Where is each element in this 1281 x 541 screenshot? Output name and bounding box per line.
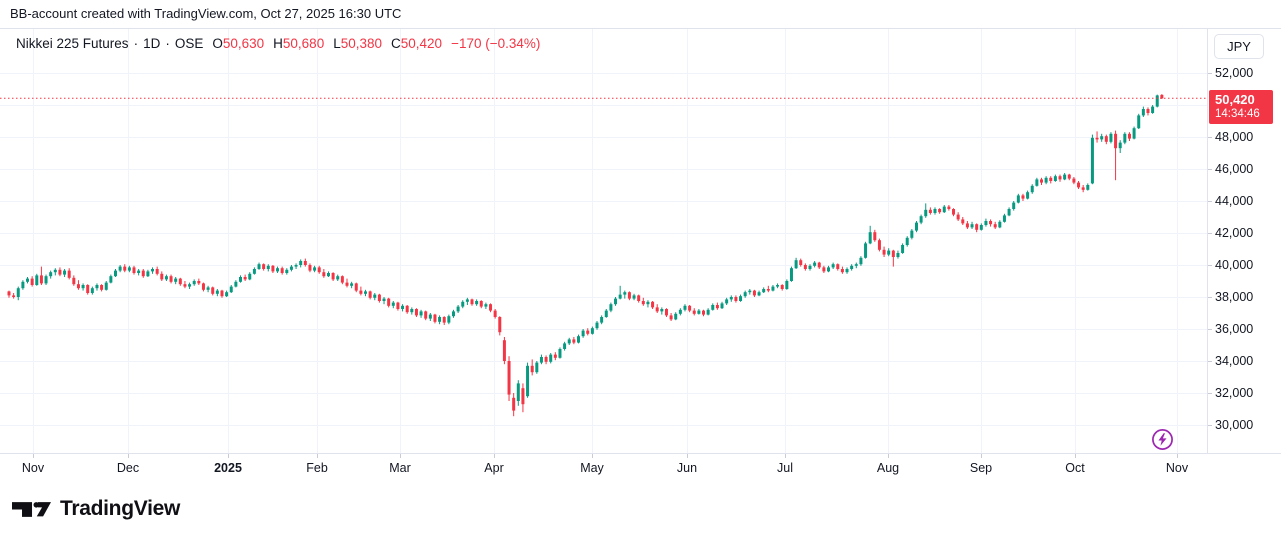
time-axis[interactable]: Nov Dec 2025 Feb Mar Apr May Jun Jul Aug Sep Oct Nov xyxy=(0,453,1281,481)
time-tick-notch xyxy=(888,454,889,458)
ohlc-item: C50,420 xyxy=(391,36,442,51)
ohlc-value: 50,380 xyxy=(340,36,383,51)
price-tick-label: 42,000 xyxy=(1215,226,1254,240)
time-tick-label: Apr xyxy=(484,461,504,475)
ohlc-label: H xyxy=(273,36,283,51)
ohlc-label: L xyxy=(333,36,341,51)
price-tick-label: 48,000 xyxy=(1215,130,1254,144)
time-tick-notch xyxy=(494,454,495,458)
lightning-icon[interactable] xyxy=(1151,428,1174,451)
ohlc-label: O xyxy=(212,36,223,51)
price-tick-notch xyxy=(1208,297,1212,298)
price-tick-notch xyxy=(1208,329,1212,330)
price-tick-notch xyxy=(1208,361,1212,362)
chart-widget: Nikkei 225 Futures · 1D · OSE O50,630 H50,680 L… xyxy=(0,28,1281,481)
time-tick-notch xyxy=(592,454,593,458)
chart-legend: Nikkei 225 Futures · 1D · OSE O50,630 H50,680 L… xyxy=(16,36,540,51)
price-tick-label: 40,000 xyxy=(1215,258,1254,272)
time-tick-label: Nov xyxy=(21,461,45,475)
price-axis[interactable]: JPY 52,000 48,000 46,000 44,000 42,000 40,000… xyxy=(1207,29,1281,481)
ohlc-label: C xyxy=(391,36,401,51)
price-tick-label: 32,000 xyxy=(1215,386,1254,400)
time-tick-notch xyxy=(1075,454,1076,458)
price-tick-notch xyxy=(1208,73,1212,74)
tradingview-logo-mark xyxy=(12,501,51,517)
price-tick-label: 52,000 xyxy=(1215,66,1254,80)
time-tick-label: Jun xyxy=(676,461,698,475)
time-tick-notch xyxy=(317,454,318,458)
ohlc-value: 50,420 xyxy=(400,36,443,51)
price-tick-label: 44,000 xyxy=(1215,194,1254,208)
ohlc-item: O50,630 xyxy=(212,36,264,51)
time-tick-notch xyxy=(687,454,688,458)
price-tick-notch xyxy=(1208,265,1212,266)
price-tick-notch xyxy=(1208,169,1212,170)
price-tick-label: 38,000 xyxy=(1215,290,1254,304)
time-tick-notch xyxy=(228,454,229,458)
ohlc-value: 50,680 xyxy=(282,36,325,51)
time-tick-notch xyxy=(1177,454,1178,458)
price-tick-notch xyxy=(1208,393,1212,394)
ohlc-values: O50,630 H50,680 L50,380 C50,420 xyxy=(203,36,442,51)
time-tick-label: Dec xyxy=(116,461,140,475)
time-tick-label: Sep xyxy=(969,461,993,475)
price-tick-notch xyxy=(1208,425,1212,426)
change-value: −170 (−0.34%) xyxy=(451,36,541,51)
time-tick-label: Mar xyxy=(389,461,411,475)
time-tick-label: 2025 xyxy=(214,461,242,475)
time-tick-label: May xyxy=(580,461,604,475)
price-tick-notch xyxy=(1208,233,1212,234)
time-tick-notch xyxy=(785,454,786,458)
time-tick-label: Feb xyxy=(306,461,328,475)
currency-button[interactable]: JPY xyxy=(1214,34,1264,59)
time-tick-label: Aug xyxy=(876,461,900,475)
time-tick-label: Jul xyxy=(777,461,793,475)
price-tick-label: 34,000 xyxy=(1215,354,1254,368)
attribution-text: BB-account created with TradingView.com,… xyxy=(10,6,402,21)
candlestick-chart[interactable] xyxy=(0,29,1207,453)
footer: TradingView xyxy=(0,480,1281,541)
time-tick-notch xyxy=(400,454,401,458)
tradingview-logo[interactable]: TradingView xyxy=(12,497,180,521)
price-tick-notch xyxy=(1208,137,1212,138)
symbol-title[interactable]: Nikkei 225 Futures xyxy=(16,36,129,51)
interval-label[interactable]: 1D xyxy=(143,36,161,51)
legend-separator: · xyxy=(133,36,139,51)
last-price-badge: 50,420 14:34:46 xyxy=(1209,90,1273,124)
ohlc-item: L50,380 xyxy=(333,36,382,51)
exchange-label: OSE xyxy=(174,36,204,51)
time-tick-notch xyxy=(981,454,982,458)
ohlc-value: 50,630 xyxy=(222,36,265,51)
ohlc-item: H50,680 xyxy=(273,36,324,51)
time-tick-label: Oct xyxy=(1065,461,1085,475)
time-tick-notch xyxy=(128,454,129,458)
price-tick-label: 30,000 xyxy=(1215,418,1254,432)
last-price-time: 14:34:46 xyxy=(1215,108,1260,120)
price-tick-notch xyxy=(1208,201,1212,202)
time-tick-notch xyxy=(33,454,34,458)
last-price: 50,420 xyxy=(1215,92,1255,107)
price-tick-label: 36,000 xyxy=(1215,322,1254,336)
price-tick-label: 46,000 xyxy=(1215,162,1254,176)
time-tick-label: Nov xyxy=(1165,461,1189,475)
tradingview-logo-text: TradingView xyxy=(60,497,181,520)
legend-separator: · xyxy=(165,36,170,51)
